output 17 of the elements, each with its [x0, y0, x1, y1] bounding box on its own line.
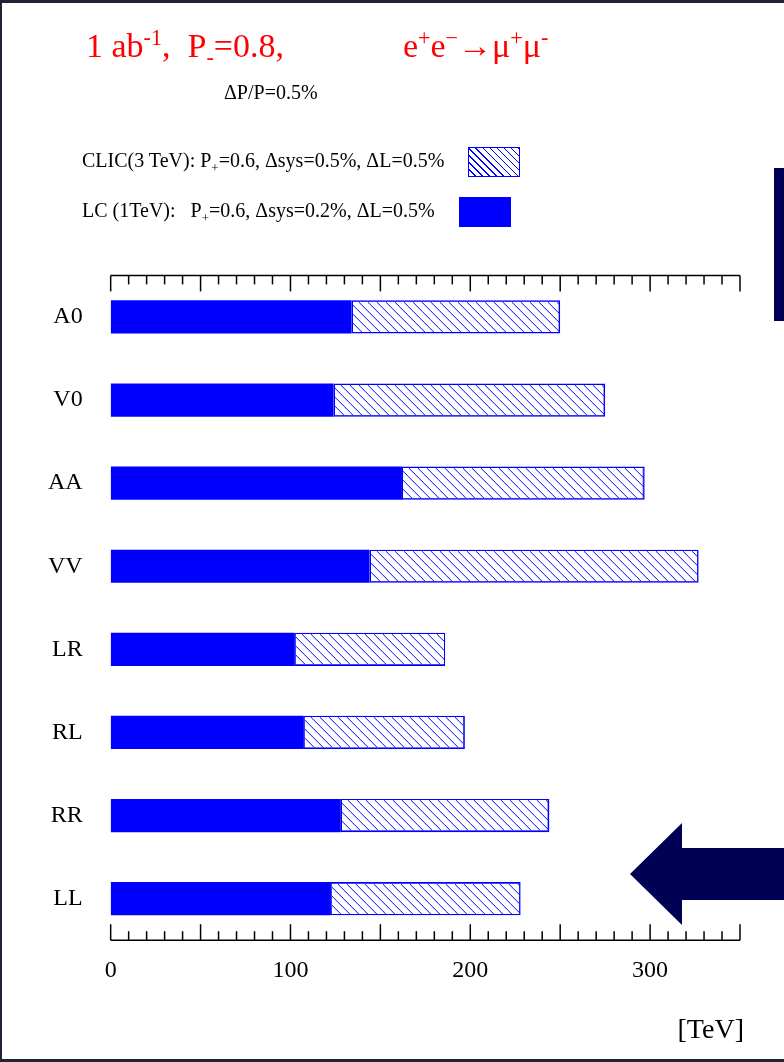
y-tick-label: AA — [47, 468, 84, 495]
y-tick-label: LL — [53, 883, 83, 910]
legend-label: LC (1TeV): P$_{+}$=0.6, Δsys=0.2%, ΔL=0.5% — [82, 198, 435, 226]
y-tick-label: A0 — [53, 302, 83, 329]
y-tick-label: LR — [51, 634, 83, 661]
x-tick-label: 200 — [452, 955, 489, 982]
chart-title: 1 ab$^{-1}$, P$_{-}$=0.8, e$^{+}$e$^{−}$→μ$^{+}$μ$^{-}$ — [86, 25, 549, 71]
chart-subtitle: ΔP/P=0.5% — [224, 81, 318, 104]
x-tick-label: 300 — [632, 955, 669, 982]
y-tick-label: VV — [47, 551, 84, 578]
x-tick-label: 0 — [104, 955, 117, 982]
y-tick-label: V0 — [53, 385, 83, 412]
x-tick-label: 100 — [272, 955, 309, 982]
y-tick-label: RL — [51, 717, 83, 744]
y-tick-label: RR — [50, 800, 83, 827]
x-axis-title: [TeV] — [677, 1013, 744, 1045]
legend-label: CLIC(3 TeV): P$_{+}$=0.6, Δsys=0.5%, ΔL=0.5% — [82, 148, 445, 176]
